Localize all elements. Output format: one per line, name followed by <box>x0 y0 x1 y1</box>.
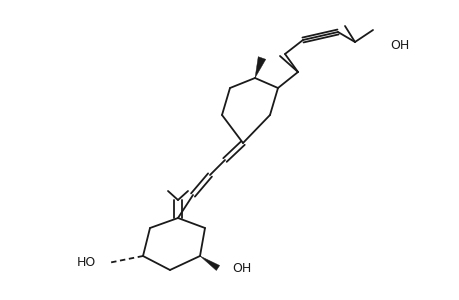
Polygon shape <box>254 57 265 78</box>
Text: OH: OH <box>389 38 409 52</box>
Text: HO: HO <box>77 256 96 269</box>
Polygon shape <box>200 256 219 271</box>
Text: OH: OH <box>231 262 251 275</box>
